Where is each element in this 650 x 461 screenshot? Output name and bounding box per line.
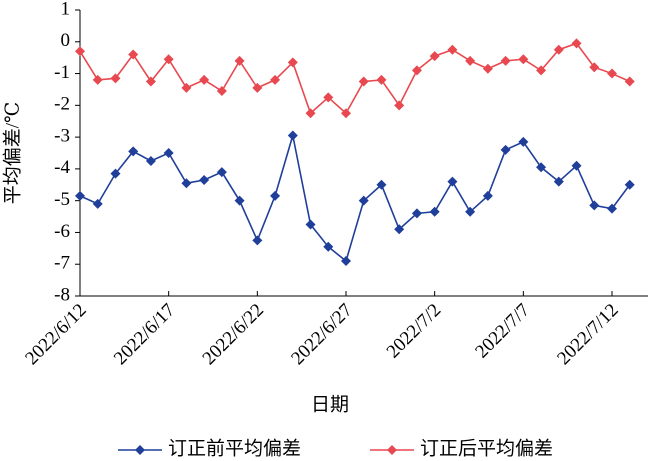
point bbox=[376, 179, 387, 190]
legend-label: 订正后平均偏差 bbox=[420, 437, 553, 459]
point bbox=[270, 74, 281, 85]
point bbox=[75, 46, 85, 57]
point bbox=[341, 108, 351, 119]
point bbox=[589, 200, 600, 211]
x-tick-label: 2022/7/12 bbox=[553, 300, 622, 369]
point bbox=[252, 82, 263, 93]
point bbox=[199, 74, 210, 85]
point bbox=[607, 68, 617, 79]
point bbox=[482, 63, 493, 74]
point bbox=[287, 57, 298, 68]
point bbox=[411, 65, 422, 76]
point bbox=[252, 235, 263, 246]
point bbox=[553, 176, 564, 187]
point bbox=[75, 190, 85, 201]
point bbox=[216, 167, 227, 178]
point bbox=[447, 176, 458, 187]
point bbox=[536, 162, 547, 173]
point bbox=[536, 65, 547, 76]
point bbox=[500, 144, 511, 155]
series-line bbox=[79, 42, 631, 115]
point bbox=[624, 179, 635, 190]
y-tick-label: -5 bbox=[54, 189, 70, 210]
point bbox=[500, 55, 511, 66]
point bbox=[199, 175, 210, 186]
point bbox=[376, 74, 387, 85]
point bbox=[128, 49, 139, 60]
point bbox=[518, 136, 529, 147]
y-tick-label: -7 bbox=[54, 253, 70, 274]
y-tick-label: 1 bbox=[61, 0, 71, 19]
point bbox=[92, 74, 103, 85]
point bbox=[411, 208, 422, 219]
legend-marker bbox=[387, 445, 397, 455]
x-tick-label: 2022/6/17 bbox=[110, 300, 179, 369]
x-tick-label: 2022/6/22 bbox=[199, 300, 268, 369]
point bbox=[358, 195, 369, 206]
point bbox=[589, 62, 600, 73]
x-tick-label: 2022/7/2 bbox=[383, 300, 446, 363]
point bbox=[110, 168, 121, 179]
point bbox=[128, 146, 139, 157]
point bbox=[429, 206, 440, 217]
point bbox=[305, 108, 316, 119]
legend-marker bbox=[135, 445, 145, 455]
point bbox=[394, 224, 405, 235]
point bbox=[571, 38, 582, 49]
point bbox=[216, 86, 227, 97]
point bbox=[181, 82, 192, 93]
point bbox=[571, 160, 582, 171]
point bbox=[92, 198, 103, 209]
point bbox=[518, 54, 529, 65]
y-tick-label: 0 bbox=[61, 30, 71, 51]
point bbox=[305, 219, 316, 230]
y-tick-label: -8 bbox=[54, 284, 70, 305]
point bbox=[465, 55, 476, 66]
point bbox=[429, 51, 440, 62]
point bbox=[323, 92, 334, 103]
point bbox=[624, 76, 635, 87]
y-tick-label: -4 bbox=[54, 157, 70, 178]
y-tick-label: -6 bbox=[54, 221, 70, 242]
point bbox=[607, 203, 617, 214]
point bbox=[358, 76, 369, 87]
point bbox=[145, 76, 156, 87]
point bbox=[234, 195, 245, 206]
point bbox=[553, 44, 564, 55]
point bbox=[234, 55, 245, 66]
point bbox=[394, 100, 405, 111]
x-tick-label: 2022/7/7 bbox=[471, 300, 534, 363]
point bbox=[270, 190, 281, 201]
point bbox=[323, 241, 334, 252]
y-tick-label: -1 bbox=[54, 62, 70, 83]
point bbox=[163, 148, 174, 158]
point bbox=[110, 73, 121, 84]
x-tick-label: 2022/6/27 bbox=[287, 300, 356, 369]
x-axis-label: 日期 bbox=[311, 393, 349, 415]
point bbox=[341, 256, 351, 267]
point bbox=[145, 155, 156, 166]
point bbox=[163, 54, 174, 65]
point bbox=[181, 178, 192, 189]
y-axis-label: 平均偏差/℃ bbox=[1, 102, 23, 205]
x-tick-label: 2022/6/12 bbox=[21, 300, 90, 369]
point bbox=[465, 206, 476, 217]
point bbox=[482, 190, 493, 201]
y-tick-label: -2 bbox=[54, 94, 70, 115]
legend-label: 订正前平均偏差 bbox=[168, 437, 301, 459]
series-line bbox=[79, 135, 631, 263]
y-tick-label: -3 bbox=[54, 125, 70, 146]
point bbox=[287, 130, 298, 141]
point bbox=[447, 44, 458, 55]
